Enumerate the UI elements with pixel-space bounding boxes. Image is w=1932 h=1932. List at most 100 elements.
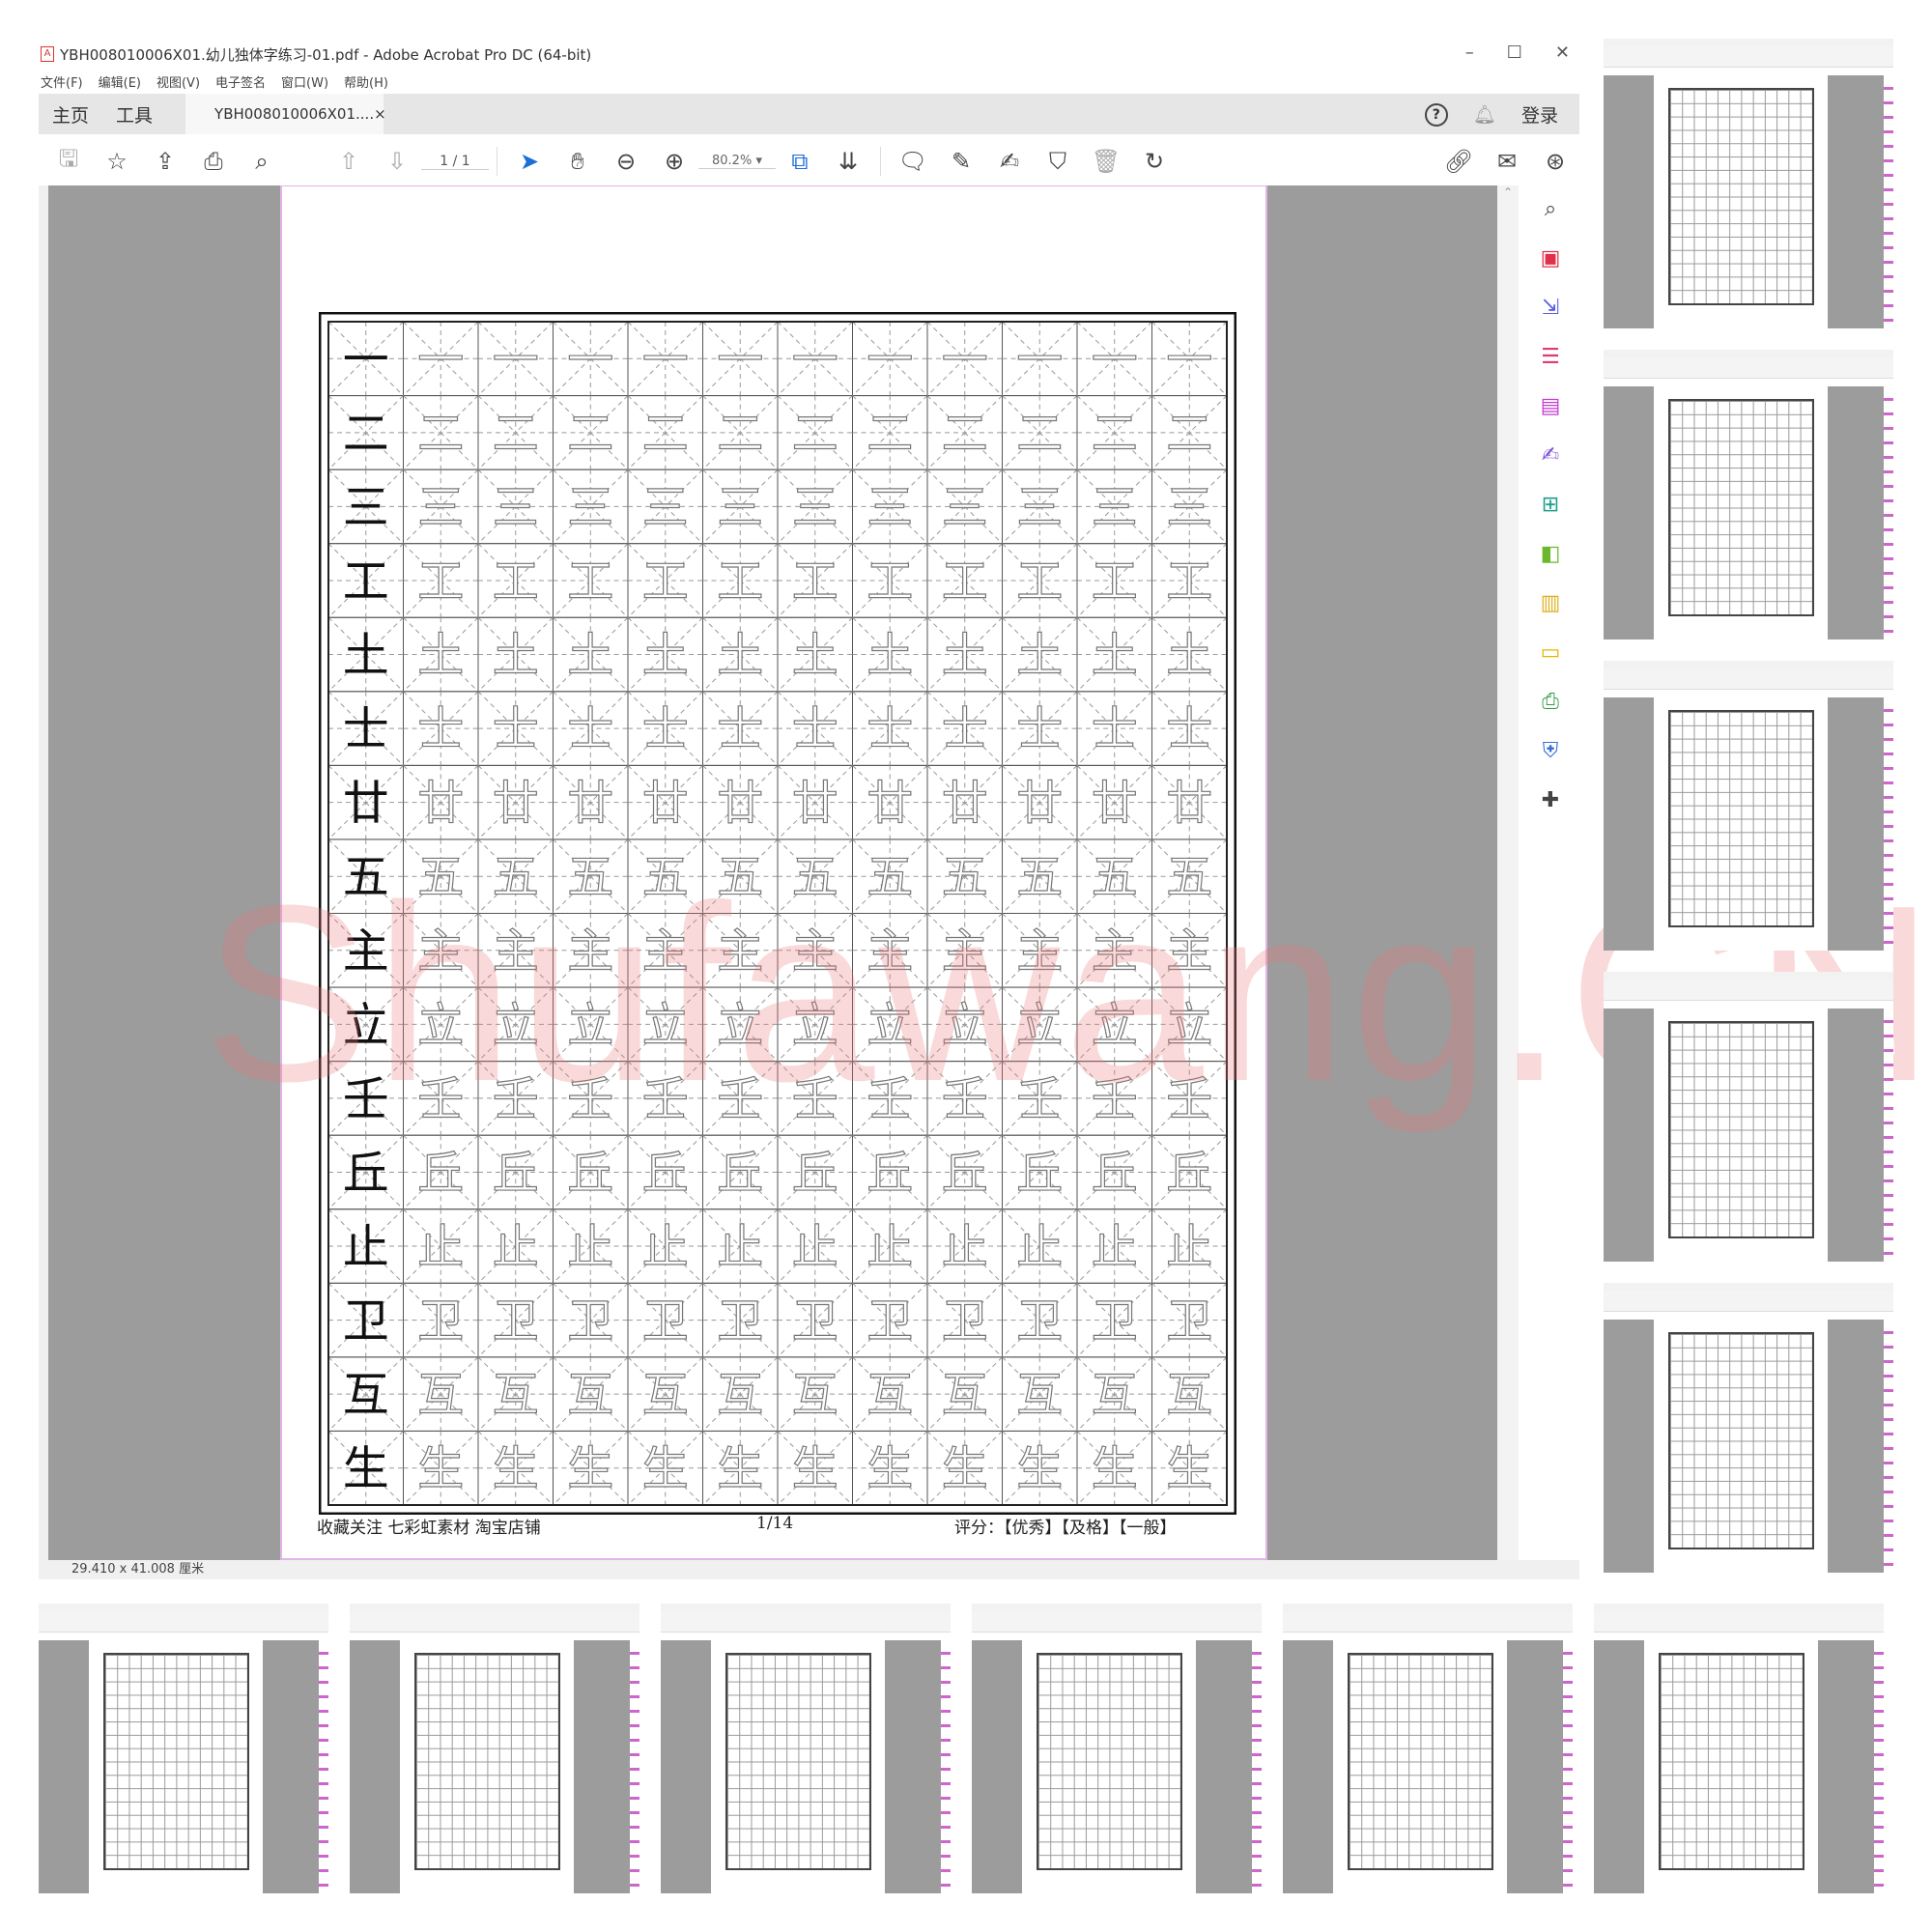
document-viewport[interactable]: 一一一一一一一一一一一一二二二二二二二二二二二二三三三三三三三三三三三三工工工工… — [48, 185, 1497, 1560]
print-icon[interactable]: ⎙ — [204, 148, 223, 175]
grid-cell: 五 — [1076, 838, 1152, 914]
print-production-icon[interactable]: ⎙ — [1542, 690, 1559, 714]
grid-cell: 止 — [553, 1208, 629, 1284]
link-icon[interactable]: 🔗︎ — [1443, 148, 1474, 175]
export-pdf-icon[interactable]: ⇲ — [1541, 296, 1560, 320]
select-cursor-icon[interactable]: ➤ — [519, 148, 540, 175]
footer-rating: 评分：【优秀】【及格】【一般】 — [954, 1519, 1177, 1538]
grid-cell: 五 — [1002, 838, 1078, 914]
grid-cell: 壬 — [627, 1061, 703, 1136]
document-area: 一一一一一一一一一一一一二二二二二二二二二二二二三三三三三三三三三三三三工工工工… — [39, 185, 1579, 1560]
fill-sign-icon[interactable]: ✍ — [1541, 443, 1560, 468]
grid-cell: 丘 — [1076, 1134, 1152, 1210]
grid-cell: 廿 — [477, 764, 554, 840]
menu-window[interactable]: 窗口(W) — [281, 75, 329, 91]
grid-cell: 三 — [1076, 469, 1152, 545]
tab-document[interactable]: YBH008010006X01.... × — [185, 94, 386, 134]
zoom-in-icon[interactable]: ⊕ — [664, 148, 685, 175]
trace-character: 三 — [942, 480, 988, 534]
sign-icon[interactable]: ✍︎ — [999, 148, 1020, 175]
grid-cell: 主 — [926, 913, 1003, 988]
grid-cell: 士 — [1151, 691, 1228, 766]
grid-cell: 生 — [627, 1430, 703, 1506]
menu-esign[interactable]: 电子签名 — [215, 75, 267, 91]
menu-file[interactable]: 文件(F) — [41, 75, 83, 91]
trace-character: 互 — [1166, 1368, 1212, 1422]
tab-tools[interactable]: 工具 — [116, 104, 154, 127]
grid-cell: 三 — [702, 469, 779, 545]
trace-character: 丘 — [493, 1146, 539, 1200]
next-page-icon[interactable]: ⇩ — [386, 148, 408, 175]
grid-cell: 立 — [926, 986, 1003, 1063]
trace-character: 互 — [867, 1368, 913, 1422]
compare-icon[interactable]: ◧ — [1540, 542, 1561, 566]
trace-character: 互 — [493, 1368, 539, 1422]
star-icon[interactable]: ☆ — [106, 148, 128, 175]
menu-edit[interactable]: 编辑(E) — [98, 75, 141, 91]
trace-character: 生 — [867, 1442, 913, 1496]
trace-character: 廿 — [792, 777, 838, 831]
trace-character: 二 — [717, 407, 763, 461]
comment-icon[interactable]: ▭ — [1540, 640, 1561, 665]
mail-icon[interactable]: ✉ — [1496, 148, 1518, 175]
page-thumbnail — [1604, 661, 1893, 951]
trace-character: 廿 — [1092, 777, 1138, 831]
left-panel-toggle[interactable] — [39, 185, 48, 1560]
grid-cell: 三 — [777, 469, 853, 545]
maximize-button[interactable]: ☐ — [1506, 43, 1522, 63]
zoom-out-icon[interactable]: ⊖ — [615, 148, 637, 175]
hand-icon[interactable]: ✋︎ — [571, 148, 584, 175]
protect-icon[interactable]: ⛨ — [1542, 739, 1559, 763]
trace-character: 工 — [493, 554, 539, 609]
add-user-icon[interactable]: ⊛ — [1545, 148, 1566, 175]
prev-page-icon[interactable]: ⇧ — [338, 148, 359, 175]
menu-help[interactable]: 帮助(H) — [344, 75, 388, 91]
grid-cell: 二 — [327, 395, 404, 470]
grid-cell: 二 — [1002, 395, 1078, 470]
trace-character: 立 — [717, 998, 763, 1052]
stamp-icon[interactable]: ⛉ — [1049, 148, 1066, 175]
tab-close-icon[interactable]: × — [374, 105, 386, 123]
grid-cell: 互 — [327, 1356, 404, 1432]
trace-character: 止 — [717, 1220, 763, 1274]
trace-character: 生 — [642, 1442, 689, 1496]
edit-pdf-icon[interactable]: ▤ — [1540, 394, 1561, 418]
page-number-field[interactable]: 1 / 1 — [421, 154, 489, 170]
trace-character: 廿 — [1016, 777, 1063, 831]
search-icon[interactable]: ⌕ — [255, 148, 269, 175]
scroll-mode-icon[interactable]: ⇊ — [838, 148, 859, 175]
minimize-button[interactable]: – — [1464, 43, 1474, 63]
cloud-upload-icon[interactable]: ⇪ — [155, 148, 176, 175]
close-button[interactable]: ✕ — [1554, 43, 1570, 63]
trace-character: 一 — [417, 332, 464, 386]
page-thumbnail — [1594, 1604, 1884, 1893]
trace-character: 三 — [867, 480, 913, 534]
zoom-dropdown[interactable]: 80.2% ▾ — [698, 154, 776, 169]
trace-character: 生 — [792, 1442, 838, 1496]
status-bar: 29.410 x 41.008 厘米 — [39, 1560, 1579, 1579]
export-icon[interactable]: ▥ — [1540, 591, 1561, 615]
combine-icon[interactable]: ⊞ — [1541, 493, 1560, 517]
fit-page-icon[interactable]: ⧉ — [791, 148, 809, 175]
bell-icon[interactable]: 🔔︎ — [1472, 104, 1496, 126]
rotate-icon[interactable]: ↻ — [1144, 148, 1165, 175]
save-icon[interactable]: 🖫 — [58, 144, 79, 172]
tab-home[interactable]: 主页 — [52, 104, 90, 127]
grid-cell: 五 — [1151, 838, 1228, 914]
vertical-scrollbar[interactable]: ⌃ — [1497, 185, 1519, 1560]
trace-character: 丘 — [1092, 1146, 1138, 1200]
login-button[interactable]: 登录 — [1520, 105, 1558, 127]
menu-view[interactable]: 视图(V) — [156, 75, 201, 91]
search-zoom-icon[interactable]: ⌕ — [1544, 197, 1557, 221]
comment-icon[interactable]: 🗨︎ — [897, 148, 928, 175]
highlight-pen-icon[interactable]: ✎ — [951, 148, 972, 175]
delete-icon[interactable]: 🗑︎ — [1091, 148, 1122, 175]
trace-character: 土 — [942, 629, 988, 683]
more-tools-icon[interactable]: ✚ — [1541, 788, 1560, 812]
grid-cell: 互 — [777, 1356, 853, 1432]
organize-pages-icon[interactable]: ☰ — [1541, 345, 1560, 369]
footer-shop: 收藏关注 七彩虹素材 淘宝店铺 — [317, 1519, 541, 1538]
create-pdf-icon[interactable]: ▣ — [1540, 246, 1561, 270]
help-icon[interactable]: ? — [1424, 102, 1448, 127]
practice-grid: 一一一一一一一一一一一一二二二二二二二二二二二二三三三三三三三三三三三三工工工工… — [319, 312, 1236, 1515]
